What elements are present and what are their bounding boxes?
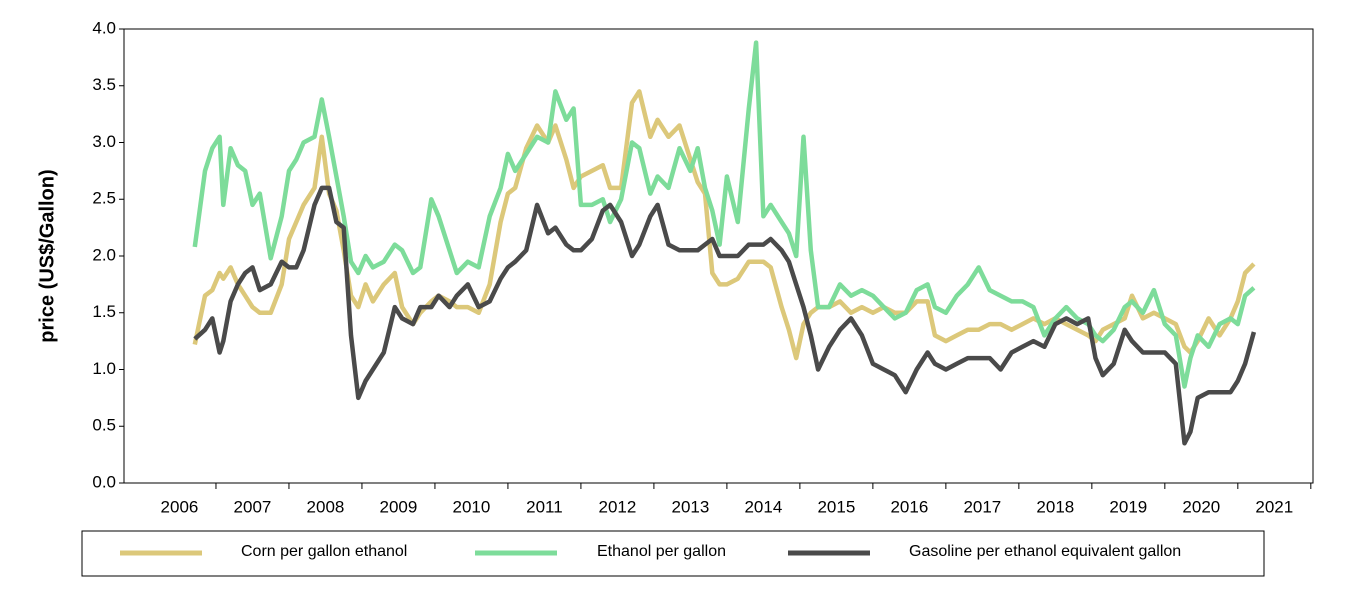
x-tick-label: 2015	[817, 497, 855, 516]
x-tick-label: 2010	[453, 497, 491, 516]
legend-label: Ethanol per gallon	[597, 543, 726, 560]
x-tick-label: 2017	[963, 497, 1001, 516]
legend-label: Corn per gallon ethanol	[241, 543, 407, 560]
x-tick-label: 2008	[307, 497, 345, 516]
x-tick-label: 2009	[380, 497, 418, 516]
x-tick-label: 2016	[890, 497, 928, 516]
y-tick-label: 0.0	[92, 472, 116, 491]
y-tick-label: 2.5	[92, 189, 116, 208]
x-tick-label: 2007	[234, 497, 272, 516]
y-tick-label: 4.0	[92, 18, 116, 37]
x-tick-label: 2014	[744, 497, 782, 516]
y-tick-label: 2.0	[92, 245, 116, 264]
y-tick-label: 1.0	[92, 359, 116, 378]
y-tick-label: 3.5	[92, 75, 116, 94]
x-tick-label: 2011	[526, 497, 563, 516]
x-tick-label: 2006	[161, 497, 199, 516]
x-tick-label: 2013	[671, 497, 709, 516]
x-tick-label: 2012	[598, 497, 636, 516]
x-tick-label: 2018	[1036, 497, 1074, 516]
y-tick-label: 3.0	[92, 132, 116, 151]
x-tick-label: 2020	[1182, 497, 1220, 516]
x-tick-label: 2021	[1255, 497, 1293, 516]
series-line	[192, 40, 1256, 389]
x-tick-label: 2019	[1109, 497, 1147, 516]
legend-box	[81, 530, 1265, 577]
legend-label: Gasoline per ethanol equivalent gallon	[909, 543, 1181, 560]
series-line	[193, 185, 1257, 446]
y-axis-label: price (US$/Gallon)	[36, 169, 58, 342]
y-tick-label: 0.5	[92, 416, 116, 435]
series-line	[192, 89, 1256, 361]
y-tick-label: 1.5	[92, 302, 116, 321]
